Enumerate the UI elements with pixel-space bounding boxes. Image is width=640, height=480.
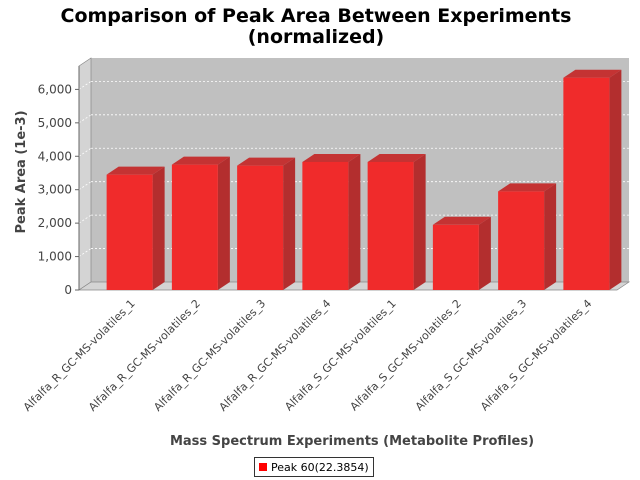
x-tick-label: Alfalfa_S_GC-MS-volatiles_2 [348, 297, 464, 413]
bar [563, 69, 622, 290]
bar [432, 216, 491, 290]
y-axis: 0 1,000 2,000 3,000 4,000 5,000 6,000 [38, 66, 80, 297]
y-tick-label: 1,000 [38, 250, 72, 264]
bar-side [348, 153, 361, 290]
bar-side [283, 157, 296, 290]
y-tick-label: 0 [64, 283, 72, 297]
bar-front [237, 165, 284, 290]
bar-top [367, 153, 426, 162]
bar-top [302, 153, 361, 162]
gridline-diagonal [78, 214, 92, 224]
y-tick-label: 6,000 [38, 82, 72, 96]
x-tick-label: Alfalfa_R_GC-MS-volatiles_3 [151, 297, 268, 414]
gridline-diagonal [78, 147, 92, 157]
x-tick-label: Alfalfa_R_GC-MS-volatiles_4 [217, 297, 334, 414]
bar-front [498, 191, 545, 290]
gridline-diagonal [78, 248, 92, 257]
bar [171, 156, 230, 290]
y-tick-label: 5,000 [38, 116, 72, 130]
bar-side [478, 216, 491, 290]
x-axis-label: Mass Spectrum Experiments (Metabolite Pr… [170, 434, 534, 449]
bar-top [432, 216, 491, 225]
chart-title-line-1: Comparison of Peak Area Between Experime… [61, 5, 572, 27]
legend: Peak 60(22.3854) [254, 457, 374, 477]
bar [498, 183, 557, 290]
bar-front [432, 224, 479, 290]
gridline-diagonal [78, 181, 92, 191]
x-tick-label: Alfalfa_R_GC-MS-volatiles_1 [21, 297, 138, 414]
bar-top [106, 166, 165, 175]
bar-front [367, 161, 414, 290]
bar-side [152, 166, 165, 290]
bar-side [217, 156, 230, 290]
bar-front [302, 161, 349, 290]
bar [237, 157, 296, 290]
legend-swatch [259, 463, 267, 471]
bar-front [106, 174, 153, 290]
bar [367, 153, 426, 290]
bar-side [413, 153, 426, 290]
bar-top [498, 183, 557, 192]
y-tick-label: 2,000 [38, 216, 72, 230]
bar-top [563, 69, 622, 78]
bar [106, 166, 165, 290]
bars [106, 69, 622, 290]
y-tick-label: 4,000 [38, 149, 72, 163]
bar-top [237, 157, 296, 166]
bar-top [171, 156, 230, 165]
legend-label: Peak 60(22.3854) [271, 460, 369, 474]
plot-left-wall [78, 57, 92, 291]
bar-front [171, 164, 218, 290]
x-tick-label: Alfalfa_S_GC-MS-volatiles_3 [413, 297, 529, 413]
bar-side [544, 183, 557, 290]
gridline-diagonal [78, 81, 92, 90]
chart-title-line-2: (normalized) [248, 26, 385, 48]
bar [302, 153, 361, 290]
bar-front [563, 77, 610, 290]
x-axis-tick-labels: Alfalfa_R_GC-MS-volatiles_1Alfalfa_R_GC-… [21, 297, 595, 414]
y-axis-label: Peak Area (1e-3) [14, 110, 29, 233]
y-tick-label: 3,000 [38, 183, 72, 197]
x-tick-label: Alfalfa_S_GC-MS-volatiles_1 [282, 297, 398, 413]
bar-side [609, 69, 622, 290]
x-tick-label: Alfalfa_R_GC-MS-volatiles_2 [86, 297, 203, 414]
gridline-diagonal [78, 114, 92, 124]
x-tick-label: Alfalfa_S_GC-MS-volatiles_4 [478, 297, 594, 413]
